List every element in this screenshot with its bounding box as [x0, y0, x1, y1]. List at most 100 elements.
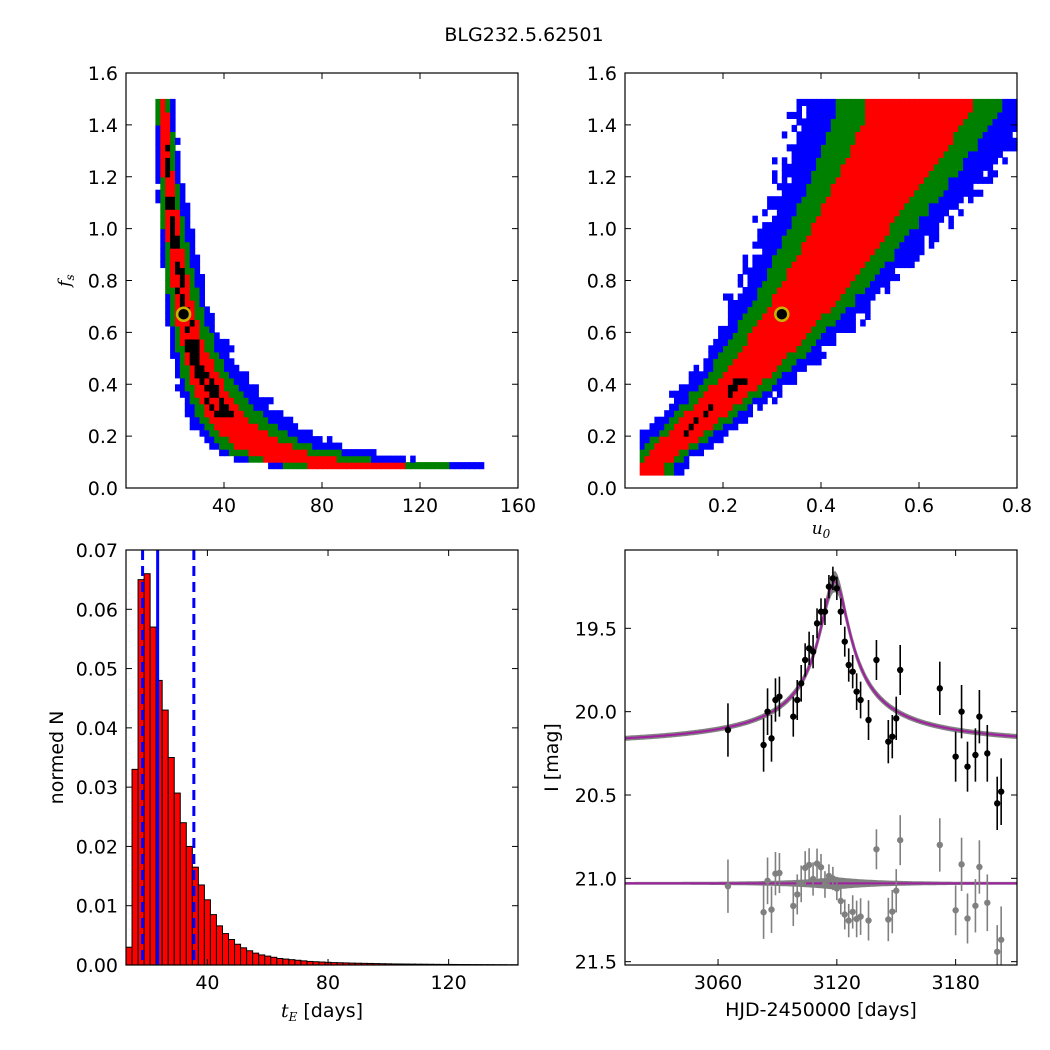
heatmap-cell [772, 248, 778, 256]
heatmap-cell [958, 209, 964, 217]
heatmap-cell [791, 300, 798, 308]
heatmap-cell [830, 325, 837, 333]
heatmap-cell [865, 235, 871, 243]
heatmap-cell [796, 364, 802, 372]
heatmap-cell [972, 163, 979, 171]
heatmap-cell [811, 351, 817, 359]
heatmap-cell [713, 416, 719, 424]
heatmap-cell [189, 261, 196, 269]
heatmap-cell [405, 462, 411, 470]
heatmap-cell [772, 397, 778, 405]
heatmap-cell [899, 111, 905, 119]
heatmap-cell [204, 377, 210, 385]
heatmap-cell [752, 293, 758, 301]
heatmap-cell [904, 202, 910, 210]
heatmap-cell [919, 98, 925, 106]
heatmap-cell [287, 436, 294, 444]
heatmap-cell [958, 111, 964, 119]
heatmap-cell [855, 209, 861, 217]
heatmap-cell [845, 170, 851, 178]
heatmap-cell [175, 209, 181, 217]
heatmap-cell [189, 235, 196, 243]
heatmap-cell [199, 397, 205, 405]
heatmap-cell [160, 137, 166, 145]
heatmap-cell [786, 202, 793, 210]
heatmap-cell [375, 462, 382, 470]
heatmap-cell [781, 176, 788, 184]
heatmap-cell [184, 319, 191, 327]
heatmap-cell [781, 358, 788, 366]
heatmap-cell [821, 209, 827, 217]
heatmap-cell [757, 306, 763, 314]
heatmap-cell [282, 416, 289, 424]
heatmap-cell [165, 124, 171, 132]
heatmap-cell [884, 176, 891, 184]
heatmap-cell [904, 209, 910, 217]
heatmap-cell [806, 300, 812, 308]
heatmap-cell [821, 332, 827, 340]
heatmap-cell [870, 209, 876, 217]
heatmap-cell [331, 449, 338, 457]
heatmap-cell [816, 137, 822, 145]
heatmap-cell [708, 364, 714, 372]
heatmap-cell [811, 176, 817, 184]
heatmap-cell [801, 183, 807, 191]
heatmap-cell [644, 442, 651, 450]
heatmap-cell [928, 105, 935, 113]
heatmap-cell [860, 183, 866, 191]
heatmap-cell [865, 293, 871, 301]
heatmap-cell [953, 150, 959, 158]
heatmap-cell [845, 163, 851, 171]
heatmap-cell [786, 163, 793, 171]
heatmap-cell [958, 118, 964, 126]
heatmap-cell [801, 163, 807, 171]
heatmap-cell [811, 235, 817, 243]
heatmap-cell [757, 287, 763, 295]
heatmap-cell [958, 144, 964, 152]
heatmap-cell [845, 274, 851, 282]
heatmap-cell [184, 397, 191, 405]
heatmap-cell [776, 358, 783, 366]
histogram-bar [209, 914, 217, 966]
heatmap-cell [757, 345, 763, 353]
heatmap-cell [914, 98, 920, 106]
heatmap-cell [884, 118, 891, 126]
heatmap-cell [688, 377, 695, 385]
heatmap-cell [899, 248, 905, 256]
heatmap-cell [170, 157, 176, 165]
heatmap-cell [874, 150, 881, 158]
heatmap-cell [772, 254, 778, 262]
heatmap-cell [742, 403, 749, 411]
heatmap-cell [806, 105, 812, 113]
heatmap-cell [307, 436, 313, 444]
y-tick-label: 0.8 [88, 271, 118, 293]
heatmap-cell [899, 124, 905, 132]
heatmap-cell [796, 319, 802, 327]
heatmap-cell [674, 436, 680, 444]
heatmap-cell [977, 105, 984, 113]
residual-point [776, 869, 783, 877]
heatmap-cell [825, 150, 832, 158]
heatmap-cell [654, 442, 660, 450]
heatmap-cell [772, 222, 778, 230]
heatmap-cell [757, 384, 763, 392]
heatmap-cell [914, 228, 920, 236]
heatmap-cell [732, 371, 739, 379]
heatmap-cell [713, 358, 719, 366]
heatmap-cell [899, 189, 905, 197]
heatmap-cell [189, 358, 196, 366]
heatmap-cell [850, 319, 856, 327]
heatmap-cell [179, 351, 186, 359]
heatmap-cell [688, 403, 695, 411]
heatmap-cell [693, 377, 700, 385]
heatmap-cell [840, 144, 847, 152]
heatmap-cell [899, 222, 905, 230]
heatmap-cell [732, 384, 739, 392]
heatmap-cell [914, 144, 920, 152]
heatmap-cell [850, 176, 856, 184]
heatmap-cell [189, 241, 196, 249]
heatmap-cell [806, 137, 812, 145]
heatmap-cell [879, 170, 886, 178]
heatmap-cell [204, 410, 210, 418]
heatmap-cell [923, 144, 930, 152]
